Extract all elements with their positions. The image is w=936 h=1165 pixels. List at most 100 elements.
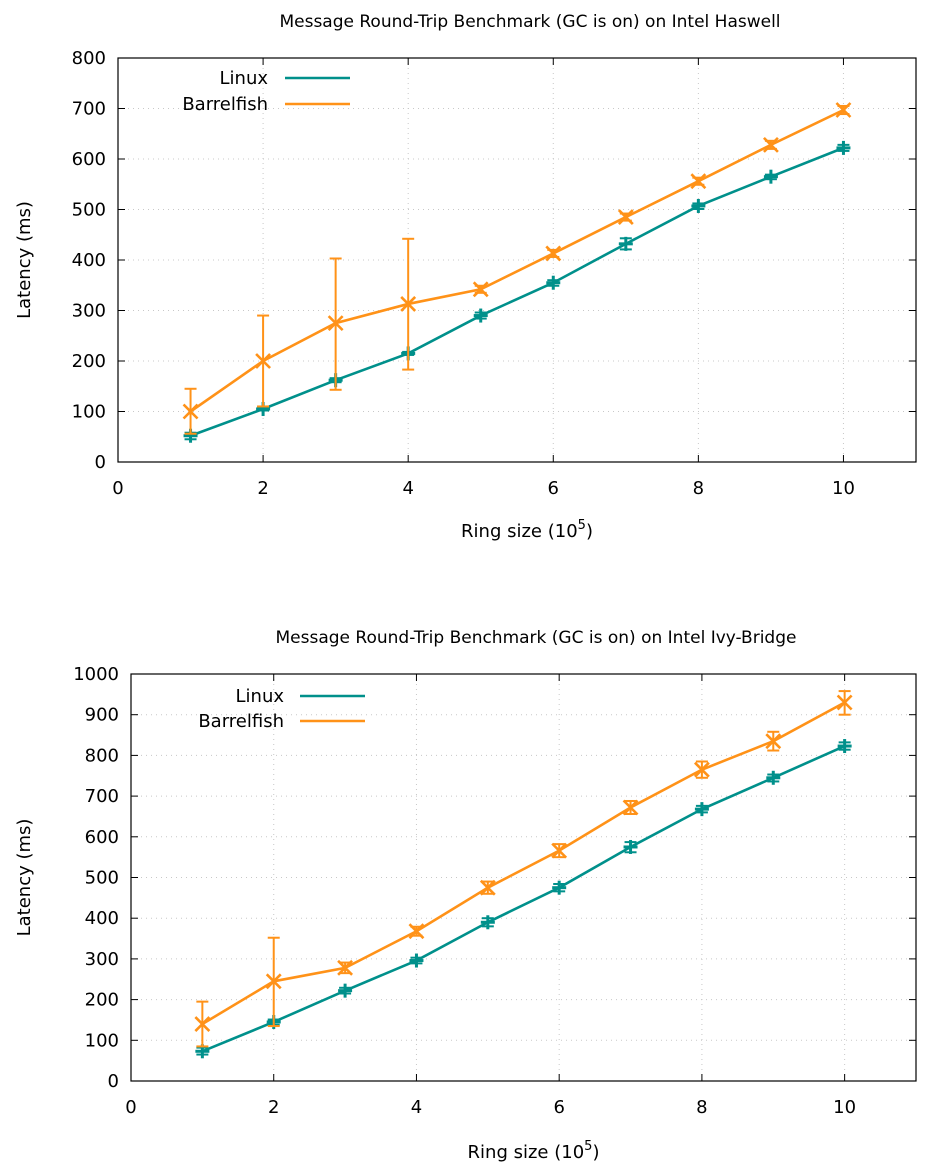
x-tick-label: 8 xyxy=(696,1097,707,1118)
y-tick-label: 600 xyxy=(85,827,119,848)
data-point-linux xyxy=(694,802,709,817)
series-line-linux xyxy=(201,744,846,1053)
y-tick-label: 800 xyxy=(72,48,106,69)
data-point-linux xyxy=(766,770,781,785)
x-tick-label: 4 xyxy=(411,1097,422,1118)
marker-d2 xyxy=(622,799,639,816)
marker-d2 xyxy=(693,761,710,778)
marker-d2 xyxy=(479,879,496,896)
legend-label-linux: Linux xyxy=(236,686,285,707)
data-point-barrelfish xyxy=(472,281,489,298)
marker-d2 xyxy=(337,959,354,976)
x-axis-label: Ring size (105) xyxy=(461,518,593,542)
y-tick-label: 700 xyxy=(85,786,119,807)
y-tick-label: 700 xyxy=(72,99,106,120)
marker-d2 xyxy=(182,403,199,420)
plot-frame xyxy=(117,57,917,463)
y-tick-label: 100 xyxy=(85,1030,119,1051)
y-tick-label: 900 xyxy=(85,705,119,726)
data-point-barrelfish xyxy=(690,173,707,190)
data-point-barrelfish xyxy=(765,733,782,750)
data-point-barrelfish xyxy=(551,842,568,859)
series-linux xyxy=(183,140,851,443)
x-tick-label: 8 xyxy=(693,478,704,499)
x-axis-label-close: ) xyxy=(586,521,593,542)
x-tick-label: 10 xyxy=(833,1097,856,1118)
data-point-barrelfish xyxy=(327,315,344,332)
legend-label-barrelfish: Barrelfish xyxy=(198,711,284,732)
marker-d2 xyxy=(255,353,272,369)
marker-d2 xyxy=(836,694,853,711)
y-tick-label: 300 xyxy=(85,949,119,970)
x-tick-label: 4 xyxy=(402,478,413,499)
data-point-linux xyxy=(618,236,633,251)
y-axis-label: Latency (ms) xyxy=(14,819,35,937)
y-tick-label: 0 xyxy=(95,452,106,473)
data-point-linux xyxy=(623,839,638,854)
series-barrelfish xyxy=(194,690,853,1048)
x-axis-label-close: ) xyxy=(592,1142,599,1163)
y-tick-label: 600 xyxy=(72,149,106,170)
data-point-linux xyxy=(480,915,495,930)
y-tick-label: 500 xyxy=(72,200,106,221)
data-point-barrelfish xyxy=(194,1016,211,1032)
series-line-linux xyxy=(190,146,844,437)
marker-d2 xyxy=(835,102,852,118)
x-tick-label: 10 xyxy=(832,478,855,499)
data-point-barrelfish xyxy=(182,403,199,420)
x-axis-label: Ring size (105) xyxy=(468,1139,600,1163)
ivybridge-chart-svg: Message Round-Trip Benchmark (GC is on) … xyxy=(14,628,917,1163)
data-point-barrelfish xyxy=(400,296,417,312)
ivybridge-chart: Message Round-Trip Benchmark (GC is on) … xyxy=(0,600,936,1165)
chart-title: Message Round-Trip Benchmark (GC is on) … xyxy=(279,12,780,32)
data-point-barrelfish xyxy=(265,973,282,990)
y-tick-label: 1000 xyxy=(73,664,119,685)
x-tick-label: 6 xyxy=(548,478,559,499)
marker-d2 xyxy=(617,209,634,225)
y-tick-label: 400 xyxy=(72,250,106,271)
grid xyxy=(118,58,916,462)
legend-label-linux: Linux xyxy=(220,68,269,89)
x-tick-label: 2 xyxy=(257,478,268,499)
y-tick-label: 200 xyxy=(72,351,106,372)
data-point-linux xyxy=(409,953,424,968)
data-point-barrelfish xyxy=(545,245,562,262)
marker-d2 xyxy=(194,1016,211,1032)
marker-d2 xyxy=(762,136,779,153)
x-axis-label-base: Ring size (10 xyxy=(461,521,578,542)
x-tick-label: 0 xyxy=(112,478,123,499)
y-tick-label: 300 xyxy=(72,301,106,322)
y-tick-label: 100 xyxy=(72,402,106,423)
haswell-chart-svg: Message Round-Trip Benchmark (GC is on) … xyxy=(14,12,917,542)
plot-frame xyxy=(130,673,917,1082)
x-axis-label-exponent: 5 xyxy=(584,1139,592,1154)
y-tick-label: 500 xyxy=(85,868,119,889)
marker-d2 xyxy=(472,281,489,298)
marker-d2 xyxy=(765,733,782,750)
data-point-barrelfish xyxy=(617,209,634,225)
data-point-barrelfish xyxy=(255,353,272,369)
series-linux xyxy=(195,739,852,1059)
data-point-barrelfish xyxy=(337,959,354,976)
y-tick-label: 400 xyxy=(85,908,119,929)
legend-label-barrelfish: Barrelfish xyxy=(182,94,268,115)
data-point-linux xyxy=(552,880,567,895)
data-point-linux xyxy=(338,983,353,998)
y-tick-label: 200 xyxy=(85,990,119,1011)
data-point-barrelfish xyxy=(693,761,710,778)
chart-title: Message Round-Trip Benchmark (GC is on) … xyxy=(276,628,797,648)
marker-d2 xyxy=(400,296,417,312)
marker-d2 xyxy=(690,173,707,190)
y-axis-label: Latency (ms) xyxy=(14,201,35,319)
data-point-barrelfish xyxy=(408,923,425,940)
marker-d2 xyxy=(545,245,562,262)
series-line-barrelfish xyxy=(201,701,846,1026)
data-point-linux xyxy=(473,308,488,323)
marker-d2 xyxy=(265,973,282,990)
x-axis-label-exponent: 5 xyxy=(578,518,586,533)
marker-d2 xyxy=(408,923,425,940)
data-point-linux xyxy=(763,169,778,184)
data-point-barrelfish xyxy=(835,102,852,118)
haswell-chart: Message Round-Trip Benchmark (GC is on) … xyxy=(0,0,936,580)
y-tick-label: 800 xyxy=(85,745,119,766)
